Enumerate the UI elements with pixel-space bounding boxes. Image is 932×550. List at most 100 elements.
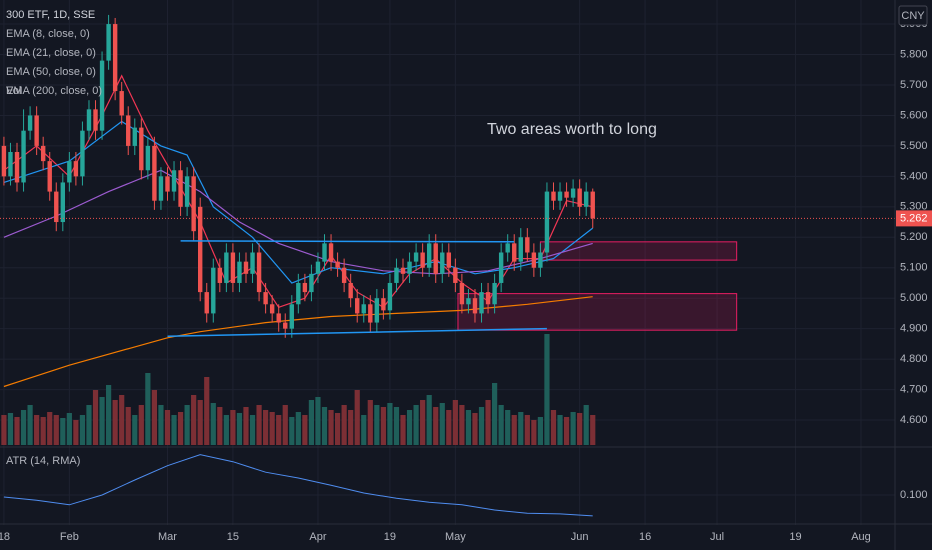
y-tick-label: 5.800 (900, 48, 928, 60)
axes: 4.600 4.700 4.800 4.900 5.000 5.100 5.200 5.300… (0, 18, 932, 543)
x-tick-label: Apr (309, 531, 326, 543)
candle-body (8, 151, 13, 177)
currency: CNY (901, 10, 925, 22)
volume-bar (328, 410, 334, 445)
zone (539, 241, 738, 261)
candle-body (60, 182, 66, 223)
candle-body (394, 267, 399, 283)
candle-body (564, 191, 569, 198)
candle-body (224, 252, 229, 283)
y-tick-label: 4.900 (900, 323, 928, 335)
volume-bar (125, 407, 131, 445)
volume-bar (197, 400, 203, 445)
volume-bar (511, 415, 517, 445)
candle-body (453, 267, 458, 283)
symbol-title: 300 ETF, 1D, SSE (6, 9, 95, 21)
volume-bar (60, 418, 66, 445)
candle-body (368, 304, 373, 323)
volume-bar (302, 415, 308, 445)
volume-bar (73, 420, 79, 445)
candle-body (165, 176, 170, 192)
candle-body (256, 252, 262, 293)
x-tick-label: 19 (384, 531, 396, 543)
volume-bar (20, 410, 27, 445)
volume-bar (171, 415, 177, 445)
candle-body (407, 261, 412, 274)
candle-body (145, 145, 151, 171)
candle-body (459, 282, 465, 305)
volume-bar (557, 415, 563, 445)
candle-body (361, 304, 366, 314)
y-tick-label: 5.700 (900, 79, 928, 91)
candle-body (315, 261, 321, 274)
y-tick-label: 4.800 (900, 353, 928, 365)
volume-bar (164, 410, 171, 445)
last-price-label: 5.262 (900, 212, 928, 224)
candle-body (387, 282, 393, 311)
candle-body (40, 145, 46, 162)
volume-bar (420, 400, 426, 445)
candle-body (335, 261, 340, 268)
volume-bar (439, 403, 445, 445)
candle-body (479, 292, 484, 314)
trend-line (180, 240, 515, 243)
candle-body (204, 292, 209, 314)
y-tick-label: 5.400 (900, 170, 928, 182)
candle-body (505, 243, 510, 253)
legend: EMA (8, close, 0) EMA (21, close, 0) EMA (… (6, 28, 102, 97)
currency-box (898, 5, 928, 26)
volume-bar (177, 412, 184, 445)
candle-body (171, 170, 177, 192)
x-tick-label: Jul (710, 531, 724, 543)
volume-bar (158, 405, 164, 445)
candle-body (139, 127, 144, 171)
candle-body (302, 282, 308, 293)
y-tick-label: 5.300 (900, 201, 928, 213)
candle-body (309, 273, 314, 293)
volume-bar (550, 410, 557, 445)
volume-bar (433, 407, 439, 445)
volume-bar (99, 397, 105, 445)
candle-body (374, 298, 380, 323)
x-tick-label: Aug (851, 531, 871, 543)
volume-bar (27, 405, 33, 445)
candle-body (296, 282, 301, 305)
atr-legend: ATR (14, RMA) (6, 455, 80, 467)
volume-bar (570, 412, 576, 445)
volume-bar (1, 415, 7, 445)
candle-body (158, 176, 164, 201)
volume-bar (544, 334, 550, 445)
annotation-text: Two areas worth to long (487, 121, 657, 138)
volume-bar (47, 412, 53, 445)
candle-body (485, 292, 491, 305)
candle-body (381, 298, 386, 311)
candle-body (21, 130, 26, 183)
atr-tick-label: 0.100 (900, 489, 928, 501)
volume-bar (452, 400, 458, 445)
candle-body (14, 151, 20, 183)
candle-body (184, 176, 190, 207)
candle-body (263, 292, 268, 305)
volume-bar (537, 417, 544, 445)
candle-body (440, 252, 445, 274)
candle-body (54, 191, 59, 223)
volume-bar (223, 415, 229, 445)
volume-bar (184, 405, 190, 445)
legend-entry: EMA (21, close, 0) (6, 47, 96, 59)
volume-bar (243, 407, 249, 445)
volume-bar (321, 407, 328, 445)
legend-entry: EMA (8, close, 0) (6, 28, 90, 40)
volume-bar (583, 405, 589, 445)
volume-bar (361, 415, 367, 445)
volume-bar (66, 413, 72, 445)
volume-bar (367, 400, 373, 445)
x-tick-label: 18 (0, 531, 10, 543)
volume-bar (269, 412, 275, 445)
last-price-box (896, 210, 932, 227)
volume-bar (249, 415, 256, 445)
volume-bar (413, 405, 419, 445)
candle-body (34, 115, 39, 146)
volume-bar (40, 417, 46, 445)
candle-body (47, 161, 52, 192)
